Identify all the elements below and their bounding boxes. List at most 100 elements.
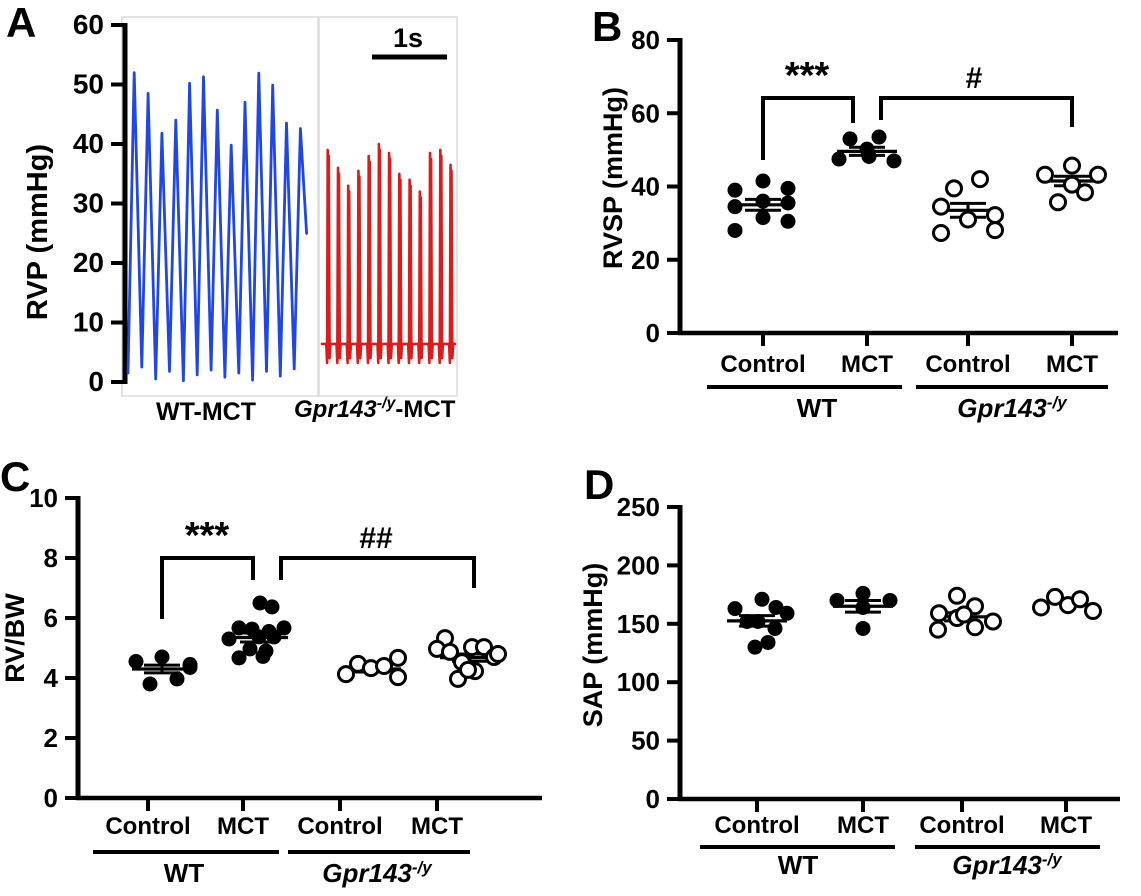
data-point <box>231 650 247 666</box>
y-tick-label: 50 <box>631 726 660 756</box>
y-tick-label: 100 <box>617 667 660 697</box>
panel-letter-d: D <box>584 461 615 508</box>
group-gpr143y-control <box>929 586 1002 639</box>
data-point <box>276 620 292 636</box>
data-point <box>932 197 950 216</box>
data-point <box>1063 156 1081 175</box>
data-point <box>727 182 743 198</box>
group-wt-mct <box>831 129 902 169</box>
scale-bar-label: 1s <box>393 23 423 53</box>
data-point <box>1084 601 1102 620</box>
trace-wt-mct <box>126 71 308 383</box>
data-point <box>755 173 771 189</box>
data-point <box>780 195 796 211</box>
y-axis-label: SAP (mmHg) <box>578 563 608 728</box>
group-gpr143y-mct <box>1036 156 1107 212</box>
data-point <box>389 648 407 667</box>
treatment-label: Control <box>297 813 382 840</box>
data-point <box>855 585 871 601</box>
y-tick-label: 150 <box>617 609 660 639</box>
y-tick-label: 0 <box>646 784 660 814</box>
data-point <box>755 210 771 226</box>
genotype-label: Gpr143-/y <box>957 393 1068 423</box>
data-point <box>459 660 477 679</box>
y-tick-label: 6 <box>44 603 58 633</box>
treatment-label: MCT <box>217 813 269 840</box>
trace-frame <box>121 16 319 397</box>
data-point <box>489 645 507 663</box>
data-point <box>1063 175 1081 194</box>
data-point <box>842 131 858 147</box>
data-point <box>984 612 1002 631</box>
panel-letter-a: A <box>6 0 37 46</box>
data-point <box>1036 165 1054 184</box>
y-tick-label: 20 <box>631 245 660 275</box>
data-point <box>971 170 989 189</box>
data-point <box>780 180 796 196</box>
data-point <box>882 592 898 608</box>
data-point <box>948 586 966 605</box>
panel-c-chart: 0 2 4 6 8 10 RV/BW *** ## Control MCT Control MCT WT G… <box>0 483 542 888</box>
data-point <box>1076 183 1094 202</box>
data-point <box>1032 598 1050 617</box>
treatment-label: MCT <box>411 813 463 840</box>
data-point <box>1071 590 1089 609</box>
data-point <box>955 605 973 624</box>
data-point <box>986 206 1004 225</box>
data-point <box>959 210 977 229</box>
y-tick-label: 10 <box>29 483 58 513</box>
trace-frame <box>318 16 458 397</box>
data-point <box>1049 193 1067 212</box>
data-point <box>727 222 743 238</box>
y-tick-label: 80 <box>631 25 660 55</box>
treatment-label: Control <box>925 351 1010 378</box>
y-tick-label: 60 <box>631 98 660 128</box>
data-point <box>1089 165 1107 184</box>
y-tick-label: 20 <box>73 247 104 278</box>
data-point <box>389 668 407 687</box>
y-tick-label: 250 <box>617 492 660 522</box>
panel-a-chart: 0 10 20 30 40 50 60 RVP (mmHg) 1s WT-MCT Gpr143-/y… <box>22 9 458 426</box>
sig-label: ## <box>359 522 393 555</box>
group-gpr143y-mct <box>428 629 507 688</box>
data-point <box>945 179 963 198</box>
data-point <box>886 153 902 169</box>
group-wt-control <box>727 173 796 238</box>
group-gpr143y-mct <box>1032 587 1102 620</box>
group-wt-mct <box>829 585 898 636</box>
sig-bracket <box>879 96 1074 127</box>
y-tick-label: 8 <box>44 543 58 573</box>
y-tick-label: 4 <box>44 663 59 693</box>
data-point <box>441 642 459 661</box>
trace-gpr143-mct <box>320 142 457 365</box>
genotype-label: WT <box>778 850 819 880</box>
data-point <box>768 599 784 615</box>
data-point <box>255 648 271 664</box>
treatment-label: MCT <box>841 351 893 378</box>
data-point <box>760 634 776 650</box>
treatment-label: Control <box>105 813 190 840</box>
y-tick-label: 50 <box>73 69 104 100</box>
y-tick-label: 0 <box>44 783 58 813</box>
data-point <box>242 641 258 657</box>
sig-label: *** <box>185 515 230 557</box>
y-axis-label: RVP (mmHg) <box>22 144 54 320</box>
treatment-label: Control <box>714 812 799 839</box>
treatment-label: MCT <box>1040 812 1092 839</box>
data-point <box>871 129 887 145</box>
y-tick-label: 60 <box>73 9 104 40</box>
y-tick-label: 10 <box>73 307 104 338</box>
panel-d-chart: 0 50 100 150 200 250 SAP (mmHg) Control MCT Contr… <box>578 492 1120 880</box>
group-wt-mct <box>221 595 292 666</box>
data-point <box>747 639 763 655</box>
trace-label-wt-mct: WT-MCT <box>156 398 256 426</box>
genotype-label: Gpr143-/y <box>952 850 1063 880</box>
genotype-label: WT <box>164 858 205 888</box>
treatment-label: MCT <box>837 812 889 839</box>
data-point <box>932 224 950 243</box>
panel-letter-b: B <box>592 3 623 50</box>
y-tick-label: 40 <box>631 172 660 202</box>
data-point <box>779 605 795 621</box>
sig-bracket <box>279 556 476 588</box>
y-tick-label: 0 <box>646 318 660 348</box>
